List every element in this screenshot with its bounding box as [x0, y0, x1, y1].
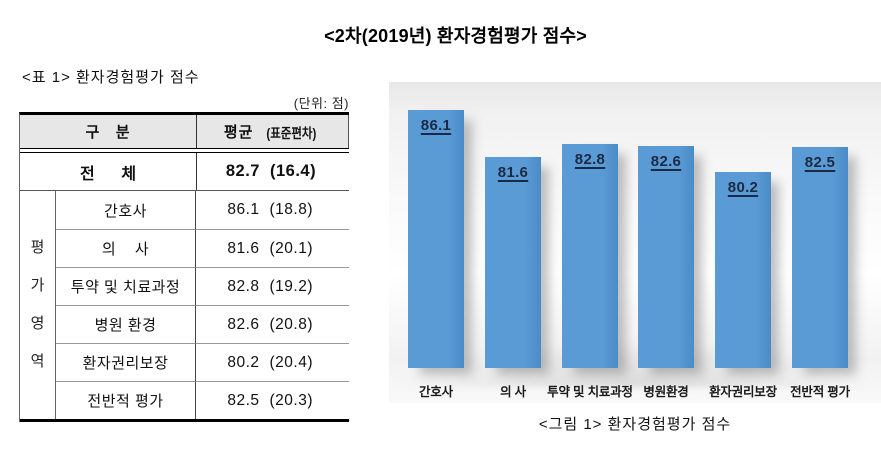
- header-mean-label: 평균: [223, 124, 254, 141]
- table-row-values: 81.6 (20.1): [196, 229, 349, 267]
- row-sd-value: (19.2): [269, 277, 313, 295]
- bar-6: 82.5: [792, 147, 848, 368]
- group-label-char: 영: [30, 315, 45, 332]
- row-mean-value: 82.5: [227, 391, 260, 409]
- bar-category-label: 환자권리보장: [709, 385, 777, 399]
- bar-category-label: 전반적 평가: [790, 385, 850, 399]
- table-row-category-label: 환자권리보장: [56, 343, 196, 381]
- bar-category-label: 병원환경: [643, 385, 689, 399]
- total-sd-value: (16.4): [270, 162, 317, 180]
- total-mean-value: 82.7: [225, 162, 260, 180]
- bar-5: 80.2: [715, 172, 771, 368]
- table-row-category-label: 병원 환경: [56, 305, 196, 343]
- bar-4: 82.6: [638, 146, 694, 368]
- header-category-cell: 구 분: [20, 115, 197, 148]
- row-sd-value: (20.1): [269, 239, 313, 257]
- bar-3: 82.8: [562, 144, 618, 368]
- table-row-values: 80.2 (20.4): [196, 343, 349, 381]
- table-row-total: 전 체 82.7 (16.4): [20, 153, 349, 191]
- total-row-label: 전 체: [20, 153, 197, 190]
- group-label-char: 평: [30, 239, 45, 256]
- bar-value-label: 81.6: [497, 164, 529, 181]
- figure-caption: <그림 1> 환자경험평가 점수: [538, 416, 732, 433]
- bar-category-label: 간호사: [419, 385, 453, 399]
- header-values-cell: 평균 (표준편차): [197, 115, 348, 148]
- table-row-category-label: 전반적 평가: [56, 381, 196, 419]
- unit-note: (단위: 점): [293, 96, 349, 111]
- bar-1: 86.1: [408, 110, 464, 368]
- bar-category-label: 투약 및 치료과정: [547, 385, 633, 399]
- row-mean-value: 80.2: [227, 353, 260, 371]
- group-label-char: 역: [30, 353, 45, 370]
- row-sd-value: (20.4): [269, 353, 313, 371]
- table-caption: <표 1> 환자경험평가 점수: [22, 69, 200, 86]
- bar-value-label: 82.8: [574, 151, 606, 168]
- row-mean-value: 82.6: [227, 315, 260, 333]
- table-row-values: 86.1 (18.8): [196, 191, 349, 229]
- table-row-category-label: 간호사: [56, 191, 196, 229]
- bar-chart: 86.1 간호사 81.6 의 사 82.8 투약 및 치료과정 82.6 병원환경 80.2 환…: [389, 82, 881, 403]
- bar-category-label: 의 사: [500, 385, 526, 399]
- page-title: <2차(2019년) 환자경험평가 점수>: [324, 26, 587, 46]
- table-row-values: 82.8 (19.2): [196, 267, 349, 305]
- row-mean-value: 81.6: [227, 239, 260, 257]
- bar-2: 81.6: [485, 157, 541, 368]
- table-row-values: 82.6 (20.8): [196, 305, 349, 343]
- table-row-category-label: 투약 및 치료과정: [56, 267, 196, 305]
- row-sd-value: (20.8): [269, 315, 313, 333]
- row-sd-value: (18.8): [269, 201, 313, 218]
- group-label-char: 가: [30, 277, 45, 294]
- bar-value-label: 82.6: [650, 153, 682, 170]
- row-mean-value: 82.8: [227, 277, 260, 295]
- table-row-values: 82.5 (20.3): [196, 381, 349, 419]
- bar-value-label: 82.5: [804, 154, 836, 171]
- header-sd-label: (표준편차): [266, 125, 317, 141]
- bar-value-label: 86.1: [420, 117, 452, 134]
- table-header-row: 구 분 평균 (표준편차): [20, 115, 349, 148]
- total-row-values: 82.7 (16.4): [197, 153, 349, 190]
- header-divider: [20, 148, 349, 153]
- table-row-category-label: 의 사: [56, 229, 196, 267]
- bar-value-label: 80.2: [727, 179, 759, 196]
- row-mean-value: 86.1: [227, 201, 260, 218]
- row-sd-value: (20.3): [269, 391, 313, 409]
